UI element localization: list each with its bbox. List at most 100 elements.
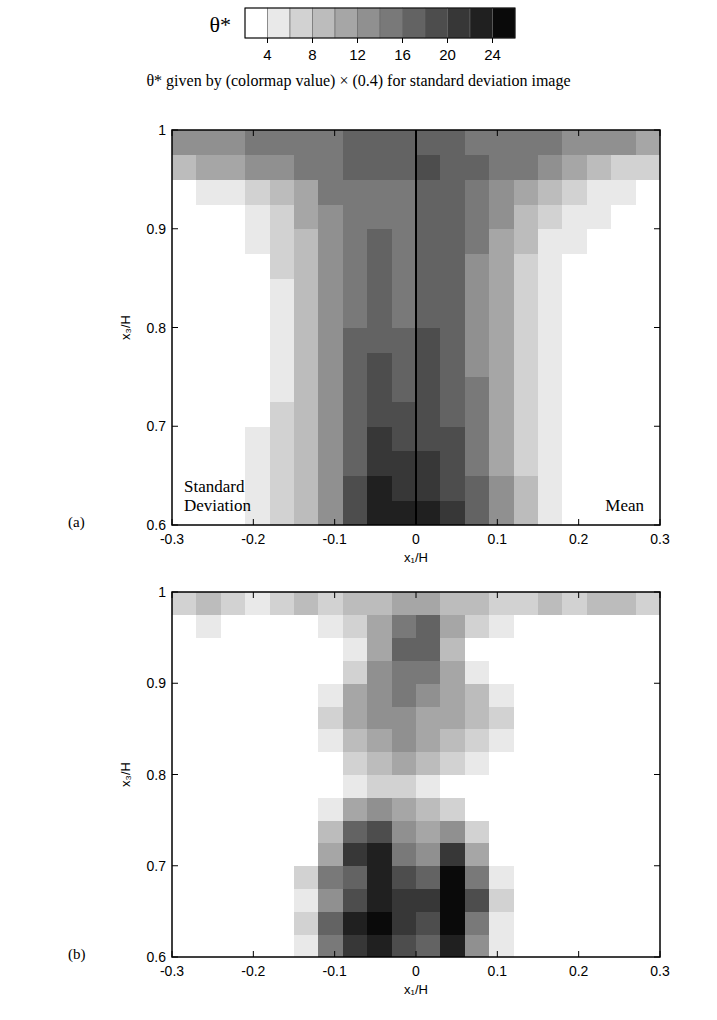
cell [270,451,295,476]
cell [245,130,270,155]
cell [245,451,270,476]
cell [221,402,246,427]
cell [196,130,221,155]
cell [318,638,343,661]
x-tick-label: 0.3 [650,963,670,979]
cell [221,426,246,451]
annotation: StandardDeviation [184,477,252,515]
cell [245,660,270,683]
cell [343,229,368,254]
cell [416,706,441,729]
cell [196,451,221,476]
cell [514,889,539,912]
cell [465,204,490,229]
cell [514,303,539,328]
cell [465,638,490,661]
cell [636,426,660,451]
cell [172,592,197,615]
y-tick [654,327,660,328]
cell [465,683,490,706]
cell [196,660,221,683]
colorbar-tick-label: 12 [349,46,366,63]
y-tick-label: 1 [158,584,166,600]
cell [562,500,587,525]
y-tick [172,592,178,593]
cell [343,500,368,525]
cell [611,229,636,254]
cell [294,155,319,180]
cell [392,752,417,775]
cell [489,500,514,525]
cell [221,843,246,866]
cell [367,229,392,254]
cell [367,402,392,427]
cell [489,179,514,204]
cell [416,500,441,525]
cell [294,377,319,402]
cell [489,752,514,775]
cell [172,660,197,683]
cell [367,155,392,180]
panel-label: (b) [68,946,86,963]
x-tick [578,130,579,136]
colorbar-tick [402,38,403,43]
cell [611,843,636,866]
cell [514,706,539,729]
cell [514,797,539,820]
cell [294,130,319,155]
cell [367,476,392,501]
y-tick-label: 0.6 [147,949,167,965]
cell [221,592,246,615]
cell [489,843,514,866]
cell [294,328,319,353]
cell [489,638,514,661]
cell [587,889,612,912]
cell [538,500,563,525]
cell [221,775,246,798]
cell [636,934,660,957]
cell [270,328,295,353]
cell [196,426,221,451]
cell [416,683,441,706]
cell [367,683,392,706]
cell [489,303,514,328]
cell [172,179,197,204]
cell [538,402,563,427]
cell [587,278,612,303]
cell [636,820,660,843]
cell [440,253,465,278]
cell [489,402,514,427]
cell [318,328,343,353]
cell [318,889,343,912]
cell [465,426,490,451]
cell [172,729,197,752]
cell [221,683,246,706]
cell [172,911,197,934]
annotation-line: Mean [605,496,644,515]
cell [636,638,660,661]
cell [465,866,490,889]
cell [465,729,490,752]
x-tick-label: -0.1 [323,531,347,547]
cell [318,500,343,525]
cell [367,615,392,638]
cell [221,229,246,254]
cell [611,775,636,798]
x-tick [253,519,254,525]
cell [245,352,270,377]
cell [636,303,660,328]
cell [221,179,246,204]
cell [221,377,246,402]
cell [440,638,465,661]
cell [416,451,441,476]
colorbar-tick [357,38,358,43]
cell [343,797,368,820]
cell [562,179,587,204]
x-tick [253,951,254,957]
x-tick-label: -0.1 [323,963,347,979]
cell [392,729,417,752]
cell [294,706,319,729]
cell [538,934,563,957]
cell [196,683,221,706]
cell [514,426,539,451]
